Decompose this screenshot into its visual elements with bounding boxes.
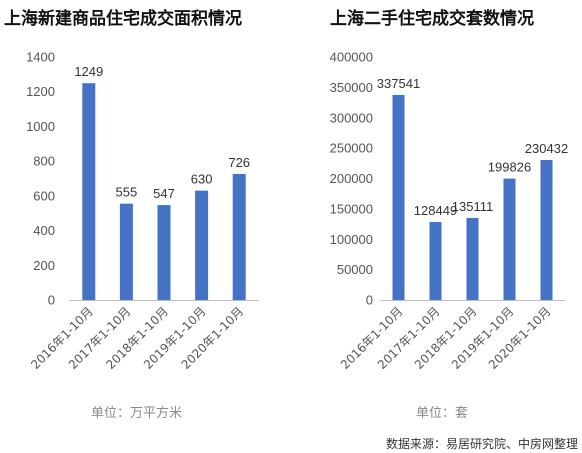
right-bar-value-label: 230432 [525,141,568,156]
left-bar-chart: 020040060080010001200140012492016年1-10月5… [26,50,258,372]
right-chart-unit-label: 单位：套 [416,406,469,421]
left-bar-value-label: 630 [191,172,213,187]
right-bar [466,217,479,300]
right-y-tick-label: 400000 [330,50,373,65]
left-y-tick-label: 1200 [26,84,55,99]
right-bar-value-label: 199826 [488,160,531,175]
right-y-tick-label: 250000 [330,141,373,156]
right-y-tick-label: 150000 [330,201,373,216]
right-bar-chart: 0 50000 100000 150000 200000 250000 300000 3500… [330,50,569,372]
left-bar [157,205,171,300]
left-y-tick-label: 1400 [26,50,55,65]
left-bar [119,203,133,300]
left-y-tick-label: 600 [33,188,55,203]
right-bar [503,178,516,300]
right-y-tick-label: 350000 [330,80,373,95]
right-bar [429,221,442,300]
right-y-tick-label: 300000 [330,110,373,125]
left-bar-value-label: 726 [228,155,250,170]
left-bar [195,190,209,300]
left-bar [232,173,246,300]
left-chart-title: 上海新建商品住宅成交面积情况 [4,9,242,29]
left-chart-unit-label: 单位：万平方米 [91,406,183,421]
right-chart-title: 上海二手住宅成交套数情况 [330,9,534,29]
data-source-note: 数据来源：易居研究院、中房网整理 [386,437,579,451]
right-x-category-label: 2016年1-10月 [338,304,406,372]
right-bar-value-label: 135111 [452,199,493,214]
right-bar-value-label: 337541 [377,76,420,91]
right-y-tick-label: 0 [366,293,373,308]
left-y-tick-label: 400 [33,223,55,238]
left-bar-value-label: 1249 [74,64,103,79]
right-y-tick-label: 50000 [337,262,373,277]
left-bar [82,83,96,300]
right-y-tick-label: 200000 [330,171,373,186]
left-y-tick-label: 1000 [26,119,55,134]
left-y-tick-label: 800 [33,154,55,169]
right-y-tick-label: 100000 [330,232,373,247]
right-bar [540,160,553,300]
left-y-tick-label: 0 [48,293,55,308]
right-bar-value-label: 128449 [414,203,457,218]
right-bar [392,94,405,300]
left-bar-value-label: 547 [153,186,175,201]
left-y-tick-label: 200 [33,258,55,273]
left-bar-value-label: 555 [116,185,138,200]
